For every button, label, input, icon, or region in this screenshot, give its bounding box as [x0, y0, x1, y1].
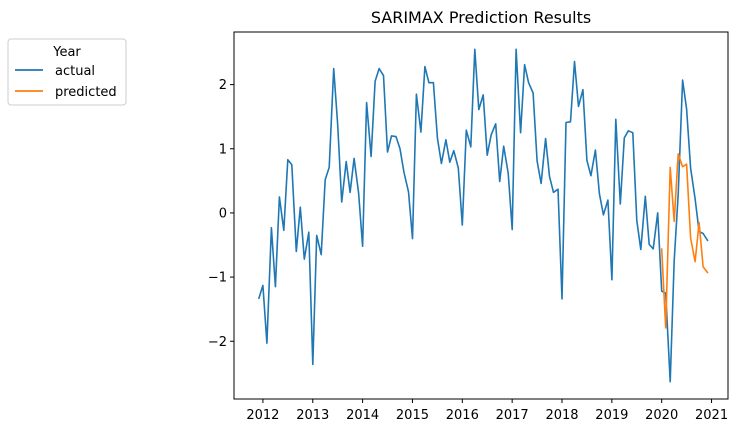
x-tick-label: 2017 [496, 408, 529, 423]
y-tick-label: 1 [219, 142, 227, 157]
x-tick-label: 2013 [296, 408, 329, 423]
legend-box [7, 38, 127, 106]
y-tick-label: 0 [219, 206, 227, 221]
y-tick-label: −2 [208, 335, 227, 350]
series-line-actual [258, 48, 709, 383]
x-tick-label: 2019 [595, 408, 628, 423]
legend-label-predicted: predicted [55, 85, 117, 100]
plot-area [233, 31, 729, 400]
y-tick-label: 2 [219, 78, 227, 93]
series-line-predicted [660, 153, 709, 329]
plot-frame [233, 31, 729, 400]
x-tick-label: 2018 [545, 408, 578, 423]
x-axis: 2012 2013 2014 2015 2016 2017 2018 2019 2020 2021 [246, 399, 728, 423]
legend-entries: actual predicted [15, 64, 117, 100]
x-tick-label: 2014 [346, 408, 379, 423]
legend: Year actual predicted [7, 38, 127, 106]
x-tick-label: 2016 [446, 408, 479, 423]
legend-label-actual: actual [55, 64, 95, 79]
y-tick-label: −1 [208, 271, 227, 286]
series-layer [258, 48, 709, 383]
x-tick-label: 2020 [645, 408, 678, 423]
x-tick-label: 2012 [246, 408, 279, 423]
legend-title: Year [52, 45, 81, 60]
y-axis: −2 −1 0 1 2 [208, 78, 234, 350]
chart-title: SARIMAX Prediction Results [371, 8, 591, 27]
x-tick-label: 2015 [396, 408, 429, 423]
x-tick-label: 2021 [695, 408, 728, 423]
